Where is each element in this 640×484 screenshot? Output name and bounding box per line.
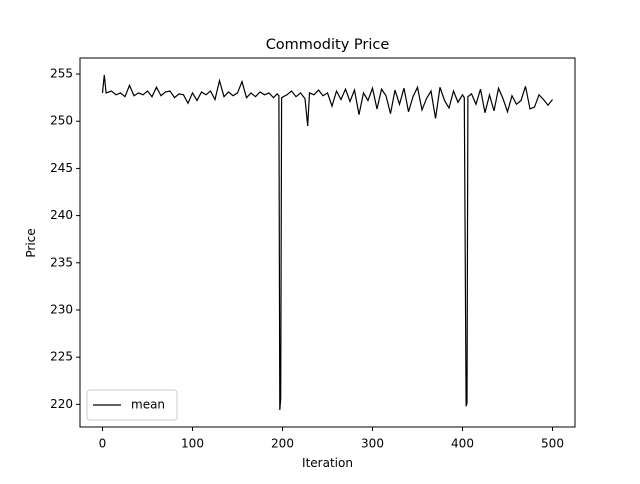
legend-box bbox=[86, 389, 178, 421]
x-tick-label: 0 bbox=[99, 437, 107, 451]
x-axis-label: Iteration bbox=[302, 456, 353, 470]
legend-label: mean bbox=[131, 398, 165, 412]
y-tick-label: 235 bbox=[50, 255, 73, 269]
y-tick-label: 240 bbox=[50, 208, 73, 222]
x-tick-label: 100 bbox=[181, 437, 204, 451]
x-tick-label: 200 bbox=[271, 437, 294, 451]
plot-frame bbox=[79, 57, 576, 428]
y-tick-label: 225 bbox=[50, 350, 73, 364]
y-axis-label: Price bbox=[24, 228, 38, 257]
y-tick-label: 245 bbox=[50, 161, 73, 175]
y-tick-label: 255 bbox=[50, 67, 73, 81]
x-tick-label: 300 bbox=[361, 437, 384, 451]
y-tick-label: 250 bbox=[50, 114, 73, 128]
y-tick-label: 230 bbox=[50, 302, 73, 316]
x-tick-label: 500 bbox=[541, 437, 564, 451]
line-series bbox=[101, 74, 553, 411]
y-tick-label: 220 bbox=[50, 397, 73, 411]
chart-title: Commodity Price bbox=[266, 37, 390, 53]
x-tick-label: 400 bbox=[451, 437, 474, 451]
